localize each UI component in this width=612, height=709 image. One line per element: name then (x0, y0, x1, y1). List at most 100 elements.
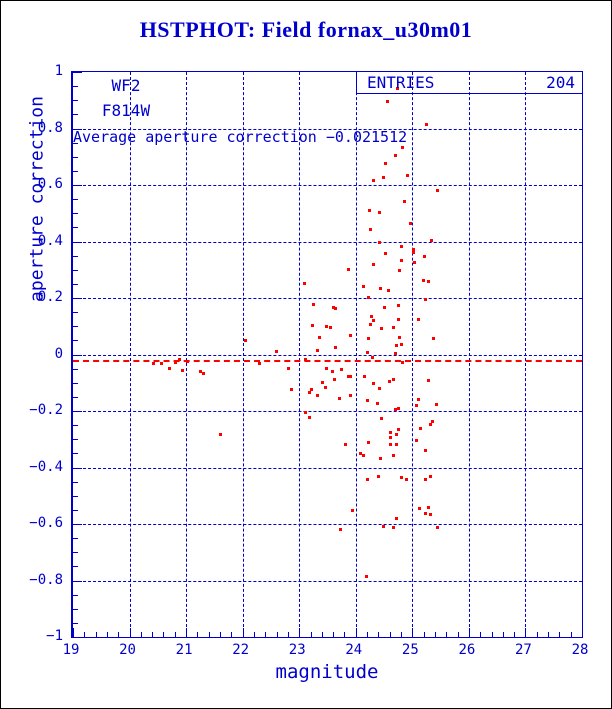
data-point (325, 324, 329, 328)
y-tick-label: 0.4 (37, 232, 63, 249)
data-point (361, 453, 365, 457)
data-point (424, 122, 428, 126)
data-point (429, 239, 433, 243)
y-axis-tick (73, 382, 78, 384)
data-point (346, 268, 350, 272)
x-tick-label: 20 (119, 642, 136, 658)
data-point (379, 287, 383, 291)
y-axis-tick (73, 411, 82, 412)
y-tick-label: −0.4 (29, 458, 63, 475)
x-axis-tick (446, 632, 448, 637)
data-point (275, 350, 279, 354)
x-axis-tick (152, 632, 154, 637)
y-axis-tick (73, 199, 78, 201)
data-point (422, 279, 426, 283)
x-axis-tick (514, 632, 516, 637)
data-point (377, 240, 381, 244)
data-point (303, 358, 307, 362)
data-point (394, 352, 398, 356)
data-point (371, 179, 375, 183)
data-point (396, 87, 400, 91)
y-tick-label: −0.8 (29, 571, 63, 588)
x-tick-label: 23 (288, 642, 306, 658)
x-tick-label: 28 (571, 642, 589, 658)
data-point (379, 416, 383, 420)
data-point (377, 474, 381, 478)
data-point (401, 145, 405, 149)
y-axis-tick (73, 340, 78, 342)
y-axis-tick (73, 495, 78, 497)
y-axis-tick (73, 312, 78, 314)
data-point (392, 526, 396, 530)
data-point (167, 367, 171, 371)
data-point (398, 269, 402, 273)
data-point (320, 380, 324, 384)
data-point (436, 188, 440, 192)
y-axis-tick (73, 538, 78, 540)
x-axis-tick (197, 632, 199, 637)
data-point (435, 526, 439, 530)
x-axis-tick (344, 632, 346, 637)
y-gridline (73, 411, 582, 412)
data-point (289, 387, 293, 391)
data-point (423, 478, 427, 482)
x-axis-tick (140, 632, 142, 637)
x-axis-tick (548, 632, 550, 637)
data-point (426, 280, 430, 284)
data-point (413, 261, 417, 265)
data-point (174, 360, 178, 364)
data-point (391, 326, 395, 330)
y-gridline (73, 354, 582, 356)
data-point (396, 318, 400, 322)
data-point (334, 346, 338, 350)
data-point (202, 371, 206, 375)
data-point (349, 393, 353, 397)
data-point (418, 507, 422, 511)
x-axis-tick (491, 632, 493, 637)
data-point (414, 438, 418, 442)
y-axis-tick (73, 213, 78, 215)
data-point (318, 335, 322, 339)
y-tick-label: −0.2 (29, 402, 63, 418)
data-point (395, 442, 399, 446)
data-point (403, 199, 407, 203)
data-point (424, 298, 428, 302)
data-point (362, 285, 366, 289)
data-point (333, 307, 337, 311)
y-axis-tick (73, 368, 78, 370)
data-point (400, 476, 404, 480)
data-point (391, 377, 395, 381)
data-point (387, 379, 391, 383)
y-axis-tick (73, 622, 78, 624)
data-point (331, 369, 335, 373)
data-point (363, 374, 367, 378)
y-tick-label: −0.6 (29, 515, 63, 531)
y-axis-tick (73, 86, 78, 88)
data-point (372, 319, 376, 323)
x-axis-tick (582, 628, 583, 637)
y-axis-tick (73, 354, 82, 356)
x-tick-label: 24 (345, 642, 363, 658)
y-axis-tick (73, 142, 78, 144)
data-point (405, 174, 409, 178)
data-point (385, 99, 389, 103)
data-point (368, 209, 372, 213)
x-axis-tick (265, 632, 267, 637)
data-point (380, 327, 384, 331)
data-point (393, 407, 397, 411)
data-point (304, 410, 308, 414)
data-point (344, 442, 348, 446)
x-axis-tick (73, 628, 74, 637)
x-tick-label: 25 (401, 642, 419, 658)
x-axis-tick (208, 632, 210, 637)
data-point (395, 343, 399, 347)
y-axis-tick (73, 637, 82, 638)
data-point (323, 385, 327, 389)
data-point (395, 432, 399, 436)
x-axis-tick (276, 632, 278, 637)
data-point (429, 474, 433, 478)
data-point (435, 402, 439, 406)
y-axis-tick (73, 241, 82, 243)
data-point (411, 251, 415, 255)
